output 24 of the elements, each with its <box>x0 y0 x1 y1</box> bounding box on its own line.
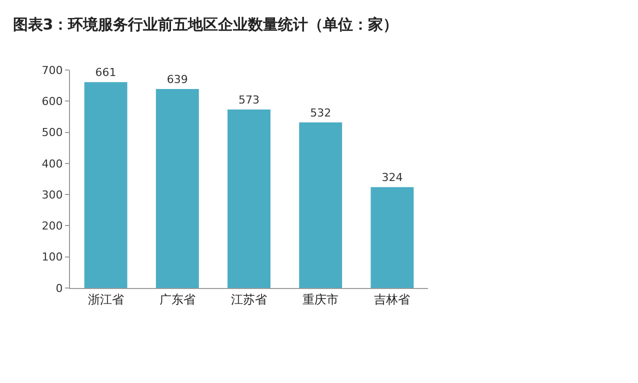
x-tick-label: 吉林省 <box>374 292 410 306</box>
data-label: 661 <box>95 66 116 80</box>
y-tick-label: 0 <box>56 282 63 295</box>
bar <box>370 187 414 288</box>
y-tick-label: 600 <box>42 94 63 108</box>
x-tick-label: 重庆市 <box>302 292 339 306</box>
bar <box>156 89 199 288</box>
data-label: 573 <box>238 94 260 107</box>
y-tick-label: 300 <box>42 188 63 202</box>
bar <box>84 82 128 288</box>
y-tick-label: 400 <box>42 157 63 170</box>
chart-title: 图表3：环境服务行业前五地区企业数量统计（单位：家） <box>12 16 398 34</box>
bar <box>228 110 270 288</box>
data-label: 532 <box>310 106 332 120</box>
y-tick-label: 700 <box>42 64 63 77</box>
x-tick-label: 广东省 <box>159 292 196 306</box>
x-tick-label: 浙江省 <box>88 292 124 306</box>
data-label: 639 <box>166 73 188 86</box>
x-tick-label: 江苏省 <box>231 292 267 306</box>
data-label: 324 <box>382 171 403 184</box>
y-tick-label: 100 <box>42 250 63 264</box>
y-tick-label: 500 <box>42 126 63 140</box>
bar <box>299 122 342 288</box>
y-tick-label: 200 <box>42 220 63 233</box>
